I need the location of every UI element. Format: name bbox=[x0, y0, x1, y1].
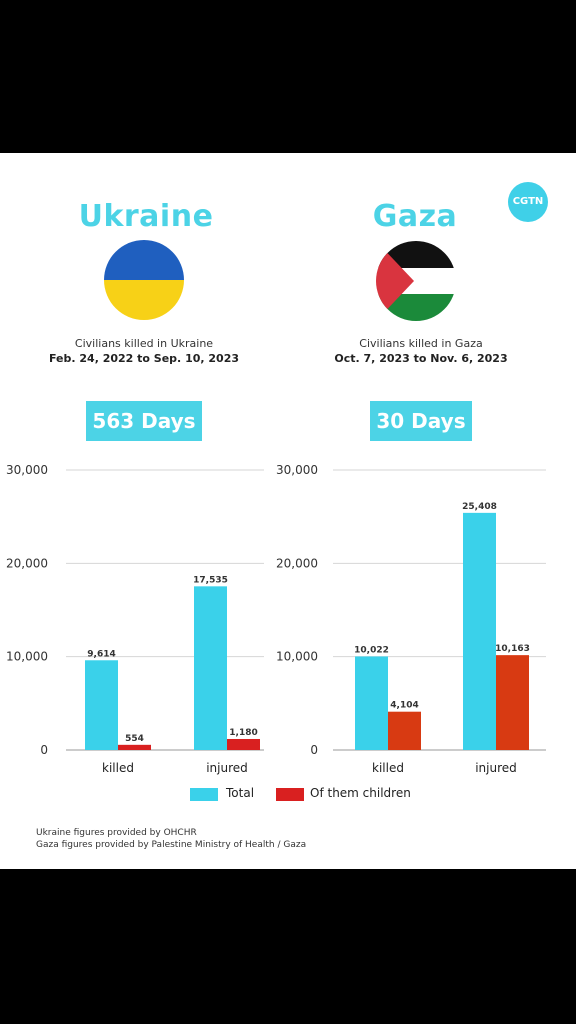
category-label: killed bbox=[372, 761, 404, 775]
y-tick-label: 20,000 bbox=[276, 556, 318, 570]
bar-children bbox=[118, 744, 151, 750]
ukraine-caption: Civilians killed in Ukraine Feb. 24, 202… bbox=[4, 336, 284, 366]
bar-value-label: 4,104 bbox=[390, 701, 418, 711]
gaza-caption-text: Civilians killed in Gaza bbox=[359, 337, 483, 350]
bar-charts: 0 10,000 20,000 30,000 9,614 554 killed 17,535 1… bbox=[6, 463, 546, 775]
y-tick-label: 30,000 bbox=[6, 463, 48, 477]
ukraine-dates: Feb. 24, 2022 to Sep. 10, 2023 bbox=[48, 352, 239, 365]
bar-value-label: 554 bbox=[125, 734, 144, 744]
ukraine-caption-text: Civilians killed in Ukraine bbox=[74, 337, 214, 350]
y-tick-label: 20,000 bbox=[6, 556, 48, 570]
gaza-dates: Oct. 7, 2023 to Nov. 6, 2023 bbox=[334, 352, 508, 365]
category-label: injured bbox=[475, 761, 517, 775]
legend-total-label: Total bbox=[226, 786, 255, 800]
gaza-title: Gaza bbox=[372, 199, 458, 234]
bar-total bbox=[194, 586, 227, 750]
bar-children bbox=[496, 655, 529, 750]
y-tick-label: 30,000 bbox=[276, 463, 318, 477]
infographic-card: CGTN Ukraine Gaza Civilians killed in Uk… bbox=[0, 153, 576, 869]
ukraine-title: Ukraine bbox=[78, 199, 214, 234]
category-label: killed bbox=[102, 761, 134, 775]
cgtn-logo: CGTN bbox=[508, 182, 548, 222]
y-tick-label: 10,000 bbox=[276, 650, 318, 664]
gaza-days-badge: 30 Days bbox=[370, 401, 472, 441]
source-ukraine: Ukraine figures provided by OHCHR bbox=[36, 828, 197, 838]
gaza-caption: Civilians killed in Gaza Oct. 7, 2023 to… bbox=[281, 336, 561, 366]
legend-children-label: Of them children bbox=[310, 786, 411, 800]
source-gaza: Gaza figures provided by Palestine Minis… bbox=[36, 840, 307, 850]
ukraine-chart: 0 10,000 20,000 30,000 9,614 554 killed 17,535 1… bbox=[6, 463, 264, 775]
y-tick-label: 0 bbox=[40, 743, 48, 757]
y-tick-label: 0 bbox=[310, 743, 318, 757]
legend-children-swatch bbox=[276, 788, 304, 801]
legend-total-swatch bbox=[190, 788, 218, 801]
gaza-chart: 0 10,000 20,000 30,000 10,022 4,104 killed 25,4… bbox=[276, 463, 546, 775]
bar-value-label: 1,180 bbox=[229, 728, 257, 738]
bar-total bbox=[85, 660, 118, 750]
ukraine-days-badge: 563 Days bbox=[86, 401, 202, 441]
bar-value-label: 10,022 bbox=[354, 645, 389, 655]
bar-value-label: 9,614 bbox=[87, 649, 115, 659]
bar-children bbox=[388, 711, 421, 750]
bar-total bbox=[355, 656, 388, 750]
bar-total bbox=[463, 512, 496, 750]
y-tick-label: 10,000 bbox=[6, 650, 48, 664]
ukraine-flag-icon bbox=[104, 240, 184, 320]
bar-value-label: 17,535 bbox=[193, 575, 228, 585]
palestine-flag-icon bbox=[376, 241, 456, 321]
bar-children bbox=[227, 738, 260, 750]
bar-value-label: 10,163 bbox=[495, 644, 530, 654]
bar-value-label: 25,408 bbox=[462, 502, 497, 512]
category-label: injured bbox=[206, 761, 248, 775]
